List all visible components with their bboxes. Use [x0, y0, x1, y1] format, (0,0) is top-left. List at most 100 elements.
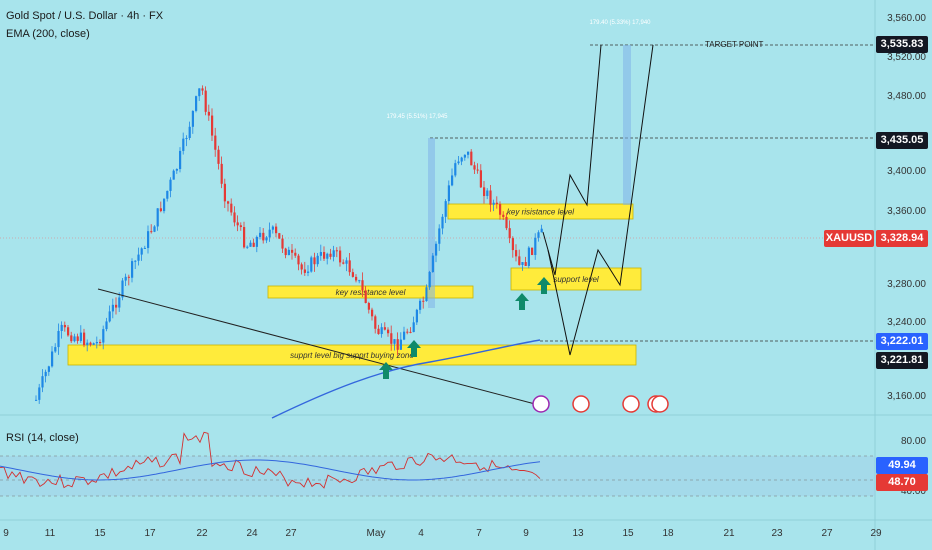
- candle-body: [118, 297, 121, 308]
- price-label: XAUUSD: [824, 230, 874, 247]
- ema-indicator-label[interactable]: EMA (200, close): [6, 28, 90, 40]
- candle-body: [102, 329, 105, 343]
- candle-body: [70, 335, 73, 342]
- candle-body: [252, 242, 255, 247]
- candle-body: [191, 110, 194, 127]
- candle-body: [227, 201, 230, 204]
- candle-body: [348, 260, 351, 273]
- candle-body: [307, 271, 310, 273]
- candle-body: [454, 163, 457, 176]
- candle-body: [124, 276, 127, 281]
- zone-box: [267, 285, 474, 299]
- measure-label: 179.40 (5.33%) 17,940: [589, 20, 651, 26]
- chart-title: Gold Spot / U.S. Dollar · 4h · FX: [6, 10, 164, 22]
- rsi-ma-line: [0, 459, 541, 481]
- date-tick: 11: [44, 528, 56, 539]
- rsi-value-label: 49.94: [876, 457, 928, 474]
- candle-body: [531, 247, 534, 255]
- up-arrow-icon: [379, 362, 393, 379]
- candle-body: [406, 331, 409, 333]
- candle-body: [518, 256, 521, 265]
- candle-body: [153, 226, 156, 232]
- candle-body: [361, 280, 364, 291]
- candle-body: [515, 250, 518, 257]
- price-tick: 3,480.00: [887, 91, 926, 102]
- candle-body: [284, 248, 287, 256]
- candle-body: [185, 137, 188, 139]
- candle-body: [275, 226, 278, 234]
- candle-body: [313, 257, 316, 265]
- candle-body: [291, 249, 294, 253]
- candle-body: [268, 229, 271, 238]
- candle-body: [467, 151, 470, 155]
- rsi-indicator-label[interactable]: RSI (14, close): [6, 432, 79, 444]
- candle-body: [95, 342, 98, 344]
- candle-body: [399, 339, 402, 350]
- event-icon: [532, 395, 550, 413]
- candle-body: [63, 324, 66, 328]
- candle-body: [537, 232, 540, 238]
- candle-body: [220, 163, 223, 184]
- candle-body: [390, 333, 393, 344]
- zone-label: key risistance level: [507, 208, 574, 217]
- candle-body: [92, 343, 95, 345]
- candle-body: [198, 88, 201, 97]
- candle-body: [278, 233, 281, 239]
- candle-body: [303, 269, 306, 273]
- price-tick: 3,400.00: [887, 166, 926, 177]
- candle-body: [76, 336, 79, 341]
- date-tick: 17: [144, 528, 156, 539]
- event-icon: [622, 395, 640, 413]
- ema-line: [271, 339, 541, 419]
- candle-body: [115, 304, 118, 308]
- candle-body: [57, 330, 60, 348]
- candle-body: [527, 247, 530, 266]
- candle-body: [236, 222, 239, 226]
- candle-body: [374, 316, 377, 329]
- candle-body: [355, 276, 358, 281]
- candle-body: [451, 175, 454, 186]
- price-tick: 3,280.00: [887, 279, 926, 290]
- candle-body: [179, 150, 182, 170]
- candle-body: [204, 90, 207, 112]
- candle-body: [483, 187, 486, 197]
- event-icon: [572, 395, 590, 413]
- candle-body: [358, 280, 361, 282]
- candle-body: [521, 262, 524, 265]
- candle-body: [281, 238, 284, 249]
- date-tick: 9: [523, 528, 529, 539]
- candle-body: [335, 250, 338, 252]
- candle-body: [495, 202, 498, 205]
- candle-body: [175, 169, 178, 171]
- date-tick: 27: [821, 528, 833, 539]
- candle-body: [249, 242, 252, 247]
- date-tick: May: [366, 528, 386, 539]
- date-tick: 29: [870, 528, 882, 539]
- candle-body: [403, 331, 406, 340]
- candle-body: [38, 387, 41, 400]
- candle-body: [60, 324, 63, 331]
- rsi-tick: 80.00: [900, 436, 926, 447]
- candle-body: [271, 226, 274, 230]
- candle-body: [323, 252, 326, 259]
- candle-body: [140, 248, 143, 255]
- candle-body: [150, 231, 153, 233]
- candle-body: [473, 165, 476, 170]
- candle-body: [83, 332, 86, 346]
- measure-box: [428, 138, 435, 308]
- measure-box: [623, 45, 631, 205]
- candle-body: [377, 328, 380, 335]
- date-tick: 7: [476, 528, 482, 539]
- candle-body: [108, 311, 111, 322]
- candle-body: [396, 339, 399, 350]
- candle-body: [172, 170, 175, 180]
- candle-body: [540, 228, 543, 233]
- candle-body: [502, 214, 505, 217]
- date-tick: 13: [572, 528, 584, 539]
- candle-body: [367, 302, 370, 310]
- candle-body: [121, 280, 124, 298]
- candle-body: [371, 309, 374, 317]
- rsi-value-label: 48.70: [876, 474, 928, 491]
